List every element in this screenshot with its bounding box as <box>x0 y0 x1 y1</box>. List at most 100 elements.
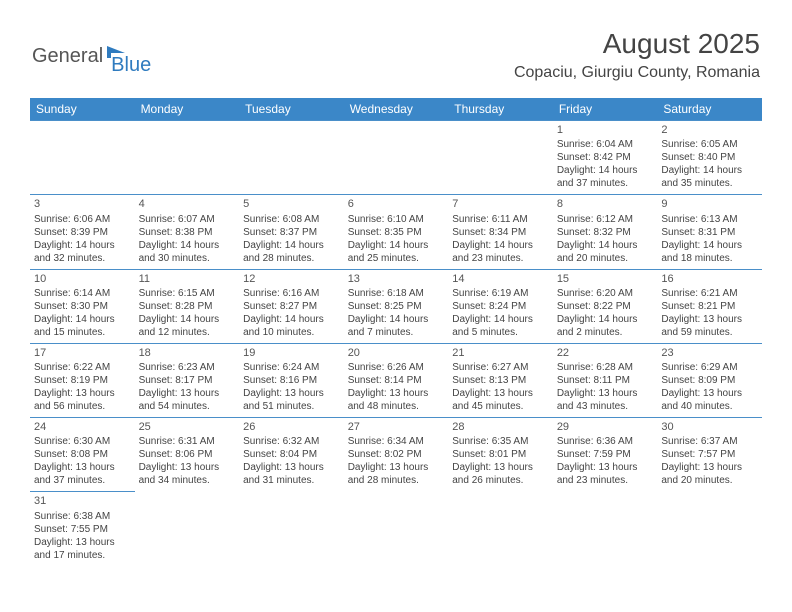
logo-text-blue: Blue <box>111 54 151 77</box>
sunrise-text: Sunrise: 6:22 AM <box>34 361 131 374</box>
calendar-cell <box>344 492 449 566</box>
daylight-text: and 23 minutes. <box>452 252 549 265</box>
sunrise-text: Sunrise: 6:34 AM <box>348 435 445 448</box>
daylight-text: Daylight: 14 hours <box>557 313 654 326</box>
daylight-text: Daylight: 13 hours <box>661 461 758 474</box>
sunrise-text: Sunrise: 6:10 AM <box>348 213 445 226</box>
calendar-cell: 15Sunrise: 6:20 AMSunset: 8:22 PMDayligh… <box>553 269 658 343</box>
day-number: 12 <box>243 272 340 286</box>
daylight-text: Daylight: 14 hours <box>557 239 654 252</box>
calendar-cell: 3Sunrise: 6:06 AMSunset: 8:39 PMDaylight… <box>30 195 135 269</box>
daylight-text: Daylight: 13 hours <box>348 387 445 400</box>
daylight-text: Daylight: 13 hours <box>34 387 131 400</box>
daylight-text: and 56 minutes. <box>34 400 131 413</box>
sunset-text: Sunset: 8:28 PM <box>139 300 236 313</box>
page-title: August 2025 <box>514 28 760 60</box>
daylight-text: Daylight: 13 hours <box>452 387 549 400</box>
daylight-text: Daylight: 13 hours <box>348 461 445 474</box>
daylight-text: and 15 minutes. <box>34 326 131 339</box>
sunset-text: Sunset: 8:37 PM <box>243 226 340 239</box>
calendar-cell: 29Sunrise: 6:36 AMSunset: 7:59 PMDayligh… <box>553 418 658 492</box>
daylight-text: Daylight: 13 hours <box>139 387 236 400</box>
daylight-text: Daylight: 14 hours <box>139 313 236 326</box>
sunrise-text: Sunrise: 6:07 AM <box>139 213 236 226</box>
day-number: 14 <box>452 272 549 286</box>
day-number: 3 <box>34 197 131 211</box>
sunset-text: Sunset: 8:38 PM <box>139 226 236 239</box>
daylight-text: Daylight: 13 hours <box>243 461 340 474</box>
daylight-text: Daylight: 14 hours <box>34 313 131 326</box>
day-number: 27 <box>348 420 445 434</box>
day-number: 15 <box>557 272 654 286</box>
sunrise-text: Sunrise: 6:08 AM <box>243 213 340 226</box>
sunset-text: Sunset: 8:08 PM <box>34 448 131 461</box>
sunset-text: Sunset: 8:11 PM <box>557 374 654 387</box>
calendar-head: SundayMondayTuesdayWednesdayThursdayFrid… <box>30 98 762 121</box>
sunrise-text: Sunrise: 6:19 AM <box>452 287 549 300</box>
daylight-text: Daylight: 14 hours <box>557 164 654 177</box>
calendar-cell: 9Sunrise: 6:13 AMSunset: 8:31 PMDaylight… <box>657 195 762 269</box>
daylight-text: and 59 minutes. <box>661 326 758 339</box>
daylight-text: Daylight: 13 hours <box>557 461 654 474</box>
daylight-text: Daylight: 13 hours <box>34 536 131 549</box>
calendar-cell <box>344 121 449 195</box>
daylight-text: Daylight: 13 hours <box>661 313 758 326</box>
daylight-text: and 45 minutes. <box>452 400 549 413</box>
calendar-cell: 23Sunrise: 6:29 AMSunset: 8:09 PMDayligh… <box>657 343 762 417</box>
calendar-row: 31Sunrise: 6:38 AMSunset: 7:55 PMDayligh… <box>30 492 762 566</box>
sunset-text: Sunset: 7:59 PM <box>557 448 654 461</box>
day-number: 21 <box>452 346 549 360</box>
sunrise-text: Sunrise: 6:18 AM <box>348 287 445 300</box>
calendar-cell: 1Sunrise: 6:04 AMSunset: 8:42 PMDaylight… <box>553 121 658 195</box>
calendar-cell: 21Sunrise: 6:27 AMSunset: 8:13 PMDayligh… <box>448 343 553 417</box>
sunrise-text: Sunrise: 6:11 AM <box>452 213 549 226</box>
calendar-cell <box>30 121 135 195</box>
daylight-text: and 12 minutes. <box>139 326 236 339</box>
daylight-text: Daylight: 14 hours <box>243 313 340 326</box>
daylight-text: and 43 minutes. <box>557 400 654 413</box>
daylight-text: and 7 minutes. <box>348 326 445 339</box>
sunset-text: Sunset: 8:01 PM <box>452 448 549 461</box>
calendar-cell <box>448 492 553 566</box>
daylight-text: and 51 minutes. <box>243 400 340 413</box>
sunset-text: Sunset: 8:17 PM <box>139 374 236 387</box>
sunset-text: Sunset: 8:24 PM <box>452 300 549 313</box>
day-number: 11 <box>139 272 236 286</box>
daylight-text: and 30 minutes. <box>139 252 236 265</box>
day-header: Saturday <box>657 98 762 121</box>
daylight-text: and 35 minutes. <box>661 177 758 190</box>
calendar-cell: 31Sunrise: 6:38 AMSunset: 7:55 PMDayligh… <box>30 492 135 566</box>
daylight-text: Daylight: 14 hours <box>139 239 236 252</box>
daylight-text: Daylight: 13 hours <box>661 387 758 400</box>
day-number: 17 <box>34 346 131 360</box>
calendar-body: 1Sunrise: 6:04 AMSunset: 8:42 PMDaylight… <box>30 121 762 566</box>
daylight-text: and 40 minutes. <box>661 400 758 413</box>
day-number: 26 <box>243 420 340 434</box>
daylight-text: Daylight: 14 hours <box>243 239 340 252</box>
day-header: Thursday <box>448 98 553 121</box>
sunrise-text: Sunrise: 6:38 AM <box>34 510 131 523</box>
daylight-text: and 28 minutes. <box>348 474 445 487</box>
calendar-cell: 4Sunrise: 6:07 AMSunset: 8:38 PMDaylight… <box>135 195 240 269</box>
day-number: 7 <box>452 197 549 211</box>
calendar-cell: 11Sunrise: 6:15 AMSunset: 8:28 PMDayligh… <box>135 269 240 343</box>
sunrise-text: Sunrise: 6:15 AM <box>139 287 236 300</box>
sunset-text: Sunset: 8:09 PM <box>661 374 758 387</box>
calendar-cell: 8Sunrise: 6:12 AMSunset: 8:32 PMDaylight… <box>553 195 658 269</box>
sunrise-text: Sunrise: 6:30 AM <box>34 435 131 448</box>
day-number: 2 <box>661 123 758 137</box>
sunrise-text: Sunrise: 6:05 AM <box>661 138 758 151</box>
day-number: 20 <box>348 346 445 360</box>
calendar-cell <box>448 121 553 195</box>
sunrise-text: Sunrise: 6:14 AM <box>34 287 131 300</box>
sunrise-text: Sunrise: 6:35 AM <box>452 435 549 448</box>
sunset-text: Sunset: 8:06 PM <box>139 448 236 461</box>
day-header: Friday <box>553 98 658 121</box>
logo-text-general: General <box>32 45 103 68</box>
sunset-text: Sunset: 8:16 PM <box>243 374 340 387</box>
daylight-text: and 5 minutes. <box>452 326 549 339</box>
day-number: 1 <box>557 123 654 137</box>
day-number: 28 <box>452 420 549 434</box>
sunrise-text: Sunrise: 6:28 AM <box>557 361 654 374</box>
daylight-text: and 32 minutes. <box>34 252 131 265</box>
